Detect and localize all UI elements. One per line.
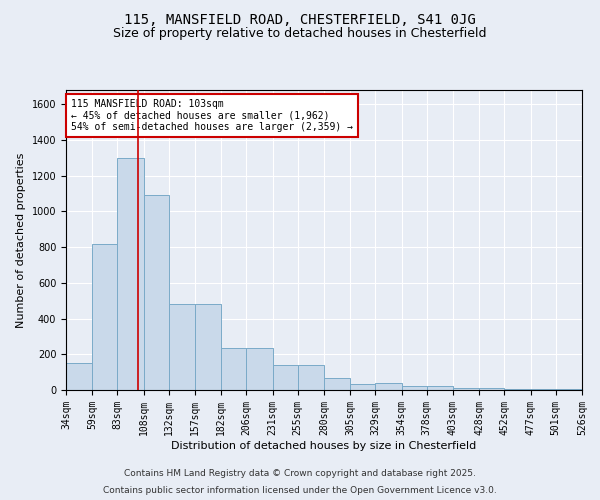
- Bar: [530, 389, 556, 390]
- Bar: [221, 348, 247, 390]
- X-axis label: Distribution of detached houses by size in Chesterfield: Distribution of detached houses by size …: [172, 440, 476, 450]
- Bar: [118, 158, 143, 390]
- Bar: [247, 348, 272, 390]
- Bar: [350, 384, 376, 390]
- Bar: [556, 389, 582, 390]
- Bar: [195, 304, 221, 390]
- Text: Size of property relative to detached houses in Chesterfield: Size of property relative to detached ho…: [113, 28, 487, 40]
- Y-axis label: Number of detached properties: Number of detached properties: [16, 152, 26, 328]
- Bar: [272, 365, 298, 390]
- Bar: [427, 386, 453, 390]
- Bar: [376, 383, 401, 390]
- Bar: [401, 386, 427, 390]
- Bar: [143, 196, 169, 390]
- Bar: [453, 388, 479, 390]
- Text: 115, MANSFIELD ROAD, CHESTERFIELD, S41 0JG: 115, MANSFIELD ROAD, CHESTERFIELD, S41 0…: [124, 12, 476, 26]
- Bar: [169, 304, 195, 390]
- Bar: [505, 389, 530, 390]
- Bar: [324, 378, 350, 390]
- Bar: [66, 363, 92, 390]
- Bar: [298, 365, 324, 390]
- Text: Contains public sector information licensed under the Open Government Licence v3: Contains public sector information licen…: [103, 486, 497, 495]
- Bar: [479, 388, 505, 390]
- Text: 115 MANSFIELD ROAD: 103sqm
← 45% of detached houses are smaller (1,962)
54% of s: 115 MANSFIELD ROAD: 103sqm ← 45% of deta…: [71, 99, 353, 132]
- Bar: [92, 244, 118, 390]
- Text: Contains HM Land Registry data © Crown copyright and database right 2025.: Contains HM Land Registry data © Crown c…: [124, 468, 476, 477]
